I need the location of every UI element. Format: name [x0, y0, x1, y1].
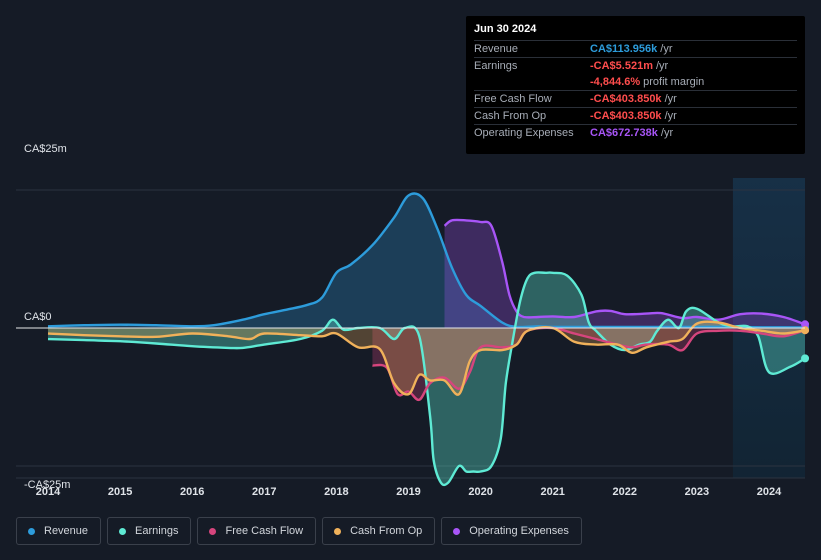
legend-dot-icon [453, 527, 461, 535]
legend-item-earnings[interactable]: Earnings [107, 517, 192, 545]
legend-item-revenue[interactable]: Revenue [16, 517, 102, 545]
legend-label: Free Cash Flow [225, 525, 304, 537]
tooltip-row: Operating Expenses CA$672.738k/yr [474, 124, 797, 141]
legend-label: Operating Expenses [469, 525, 569, 537]
x-tick-label: 2019 [396, 486, 420, 498]
x-tick-label: 2017 [252, 486, 276, 498]
x-tick-label: 2021 [540, 486, 564, 498]
legend-dot-icon [209, 527, 217, 535]
tooltip-row-label: Cash From Op [474, 110, 547, 122]
legend-dot-icon [119, 527, 127, 535]
tooltip-row-label: Earnings [474, 60, 518, 72]
tooltip-row: Earnings -CA$5.521m/yr [474, 57, 797, 74]
x-tick-label: 2018 [324, 486, 348, 498]
tooltip-row-unit: profit margin [643, 76, 705, 88]
x-tick-label: 2023 [685, 486, 709, 498]
tooltip-panel: Jun 30 2024 Revenue CA$113.956k/yr Earning… [466, 16, 805, 154]
legend-item-cash-from-op[interactable]: Cash From Op [322, 517, 436, 545]
operating-expenses-point [801, 320, 810, 329]
cash-from-op-area [48, 321, 805, 395]
legend-label: Cash From Op [350, 525, 423, 537]
x-tick-label: 2024 [757, 486, 782, 498]
tooltip-date: Jun 30 2024 [474, 23, 537, 35]
legend-dot-icon [334, 527, 342, 535]
legend-dot-icon [28, 527, 35, 535]
y-tick-label: CA$0 [24, 311, 52, 323]
operating-expenses-area [444, 219, 805, 328]
tooltip-row-label [474, 74, 590, 90]
tooltip-row-label: Operating Expenses [474, 127, 574, 139]
legend-item-operating-expenses[interactable]: Operating Expenses [441, 517, 582, 545]
free-cash-flow-area [372, 327, 805, 400]
tooltip-row-unit: /yr [664, 110, 677, 122]
tooltip-row: Revenue CA$113.956k/yr [474, 40, 797, 57]
y-tick-label: CA$25m [24, 143, 67, 155]
tooltip-row-unit: /yr [660, 43, 673, 55]
tooltip-row-value: -4,844.6% [590, 76, 641, 88]
tooltip-row-value: CA$672.738k [590, 127, 658, 139]
x-tick-label: 2022 [613, 486, 637, 498]
tooltip-row-label: Revenue [474, 43, 519, 55]
x-tick-label: 2020 [468, 486, 492, 498]
tooltip-row-unit: /yr [664, 93, 677, 105]
tooltip-row-value: -CA$403.850k [590, 93, 662, 105]
cash-from-op-line [47, 320, 806, 396]
tooltip-row: -4,844.6% profit margin [474, 74, 797, 90]
tooltip-row: Free Cash Flow -CA$403.850k/yr [474, 90, 797, 107]
y-tick-label: -CA$25m [24, 479, 70, 491]
tooltip-row-unit: /yr [660, 127, 674, 139]
tooltip-row: Cash From Op -CA$403.850k/yr [474, 107, 797, 124]
legend-label: Revenue [44, 525, 89, 537]
legend-item-free-cash-flow[interactable]: Free Cash Flow [197, 517, 317, 545]
tooltip-row-unit: /yr [655, 60, 669, 72]
revenue-line [47, 192, 806, 329]
x-tick-label: 2016 [180, 486, 204, 498]
x-tick-label: 2015 [108, 486, 132, 498]
legend-label: Earnings [135, 525, 179, 537]
legend: Revenue Earnings Free Cash Flow Cash From O… [16, 517, 582, 545]
tooltip-row-label: Free Cash Flow [474, 93, 552, 105]
cash-from-op-point [801, 326, 810, 335]
revenue-area [48, 193, 805, 328]
tooltip-row-value: -CA$5.521m [590, 60, 653, 72]
tooltip-row-value: -CA$403.850k [590, 110, 662, 122]
tooltip-row-value: CA$113.956k [590, 43, 658, 55]
earnings-point [801, 354, 810, 363]
x-tick-label: 2014 [36, 486, 61, 498]
